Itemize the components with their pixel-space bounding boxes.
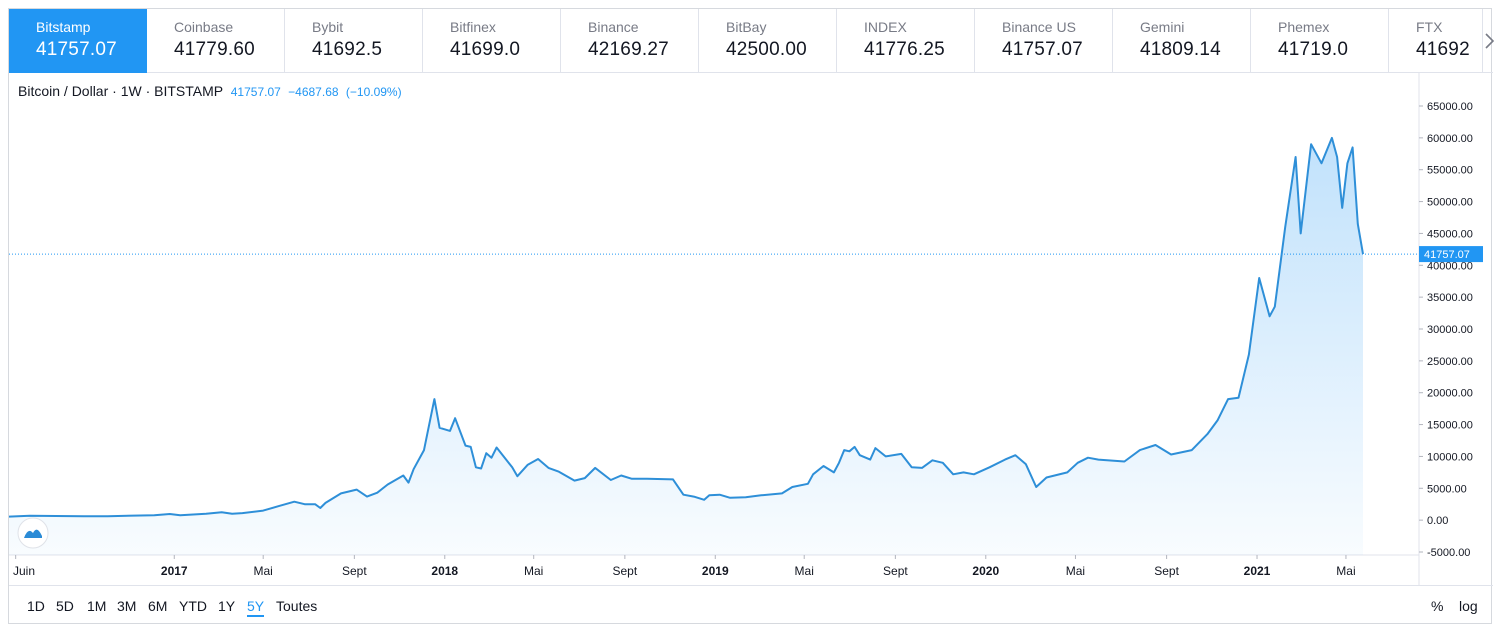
exchange-price: 41692 [1416,39,1470,60]
range-button-6m[interactable]: 6M [148,598,168,614]
price-change-percent: (−10.09%) [345,85,402,99]
y-tick-label: 15000.00 [1427,420,1473,432]
exchange-name: Bybit [312,19,344,35]
range-button-5y[interactable]: 5Y [247,598,265,617]
exchange-tab-bitfinex[interactable]: Bitfinex 41699.0 [423,9,561,73]
exchange-tab-bitstamp[interactable]: Bitstamp 41757.07 [9,9,147,73]
y-tick-label: 45000.00 [1427,228,1473,240]
last-price-value: 41757.07 [230,85,281,99]
y-tick-label: 60000.00 [1427,133,1473,145]
exchange-tab-coinbase[interactable]: Coinbase 41779.60 [147,9,285,73]
y-tick-label: 30000.00 [1427,324,1473,336]
price-series-line [9,136,1364,518]
exchange-name: Binance [588,19,639,35]
y-tick-label: 0.00 [1427,515,1448,527]
exchange-tab-bitbay[interactable]: BitBay 42500.00 [699,9,837,73]
x-tick-label: 2017 [161,564,188,578]
exchange-price: 42500.00 [726,39,807,60]
last-price-tag-label: 41757.07 [1424,249,1470,261]
exchange-name: Bitfinex [450,19,496,35]
chart-legend: Bitcoin / Dollar · 1W · BITSTAMP 41757.0… [18,83,406,99]
range-button-1y[interactable]: 1Y [218,598,236,614]
exchange-name: Phemex [1278,19,1330,35]
range-button-1d[interactable]: 1D [27,598,45,614]
y-tick-label: 50000.00 [1427,197,1473,209]
exchange-tab-bybit[interactable]: Bybit 41692.5 [285,9,423,73]
exchange-price: 41692.5 [312,39,383,60]
x-tick-label: 2021 [1244,564,1271,578]
chevron-right-icon [1485,33,1495,49]
exchange-name: Binance US [1002,19,1076,35]
symbol-title: Bitcoin / Dollar · 1W · BITSTAMP [18,83,223,99]
x-tick-label: Mai [795,564,814,578]
x-tick-label: Sept [883,564,908,578]
exchange-price: 41779.60 [174,39,255,60]
exchange-price: 41809.14 [1140,39,1221,60]
x-tick-label: Mai [254,564,273,578]
x-tick-label: Juin [13,564,35,578]
x-tick-label: Mai [1336,564,1355,578]
range-button-toutes[interactable]: Toutes [276,598,318,614]
x-tick-label: 2018 [431,564,458,578]
exchange-price: 41699.0 [450,39,521,60]
y-tick-label: 5000.00 [1427,483,1467,495]
exchange-tab-binance[interactable]: Binance 42169.27 [561,9,699,73]
exchange-tab-ftx[interactable]: FTX 41692 [1389,9,1483,73]
exchange-price: 41757.07 [36,39,117,60]
x-tick-label: 2020 [972,564,999,578]
y-tick-label: 55000.00 [1427,165,1473,177]
range-selector: % log 1D 5D 1M 3M 6M YTD 1Y 5Y Toutes [9,585,1493,625]
price-change-value: −4687.68 [288,85,339,99]
range-button-1m[interactable]: 1M [87,598,107,614]
exchange-price: 42169.27 [588,39,669,60]
y-tick-label: 25000.00 [1427,356,1473,368]
y-tick-label: 40000.00 [1427,260,1473,272]
x-tick-label: Mai [1066,564,1085,578]
range-button-ytd[interactable]: YTD [179,598,207,614]
price-chart[interactable]: 65000.00 60000.00 55000.00 50000.00 45000.00… [9,9,1493,585]
exchange-name: INDEX [864,19,907,35]
tradingview-logo-icon[interactable] [17,517,49,549]
exchange-tabs: Bitstamp 41757.07 Coinbase 41779.60 Bybit 416… [9,9,1495,73]
y-tick-label: 10000.00 [1427,451,1473,463]
exchange-name: Bitstamp [36,19,91,35]
exchange-price: 41719.0 [1278,39,1349,60]
x-tick-label: Sept [613,564,638,578]
y-tick-label: 35000.00 [1427,292,1473,304]
chart-widget: Bitstamp 41757.07 Coinbase 41779.60 Bybit 416… [8,8,1495,625]
x-tick-label: Mai [524,564,543,578]
next-exchanges-button[interactable] [1483,9,1495,73]
exchange-tab-phemex[interactable]: Phemex 41719.0 [1251,9,1389,73]
exchange-tab-binance-us[interactable]: Binance US 41757.07 [975,9,1113,73]
exchange-name: Coinbase [174,19,234,35]
percent-scale-toggle[interactable]: % [1431,598,1444,614]
x-tick-label: 2019 [702,564,729,578]
range-button-5d[interactable]: 5D [56,598,74,614]
exchange-tab-gemini[interactable]: Gemini 41809.14 [1113,9,1251,73]
exchange-price: 41776.25 [864,39,945,60]
log-scale-toggle[interactable]: log [1459,598,1478,614]
last-price-tag [1419,246,1483,263]
x-tick-label: Sept [1154,564,1179,578]
exchange-name: Gemini [1140,19,1185,35]
exchange-price: 41757.07 [1002,39,1083,60]
exchange-name: FTX [1416,19,1443,35]
x-tick-label: Sept [342,564,367,578]
range-button-3m[interactable]: 3M [117,598,137,614]
price-area-fill [9,137,1363,555]
y-tick-label: -5000.00 [1427,547,1470,559]
y-tick-label: 20000.00 [1427,388,1473,400]
exchange-name: BitBay [726,19,767,35]
y-tick-label: 65000.00 [1427,101,1473,113]
exchange-tab-index[interactable]: INDEX 41776.25 [837,9,975,73]
